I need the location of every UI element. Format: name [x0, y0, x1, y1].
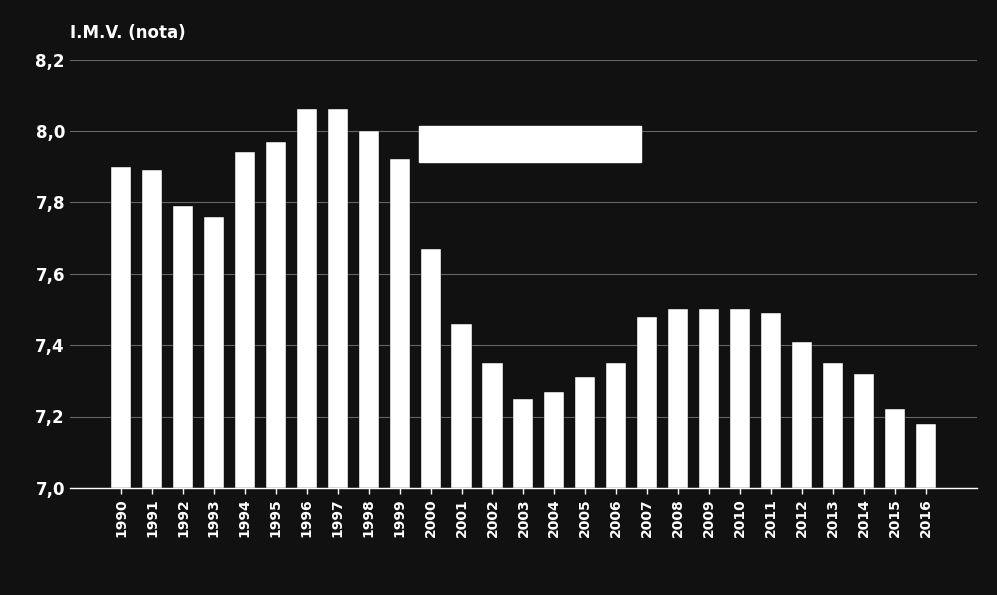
Bar — [544, 392, 564, 488]
Bar — [266, 142, 286, 488]
Bar — [730, 309, 750, 488]
Bar — [172, 206, 193, 488]
Bar — [328, 109, 348, 488]
Bar — [235, 152, 255, 488]
Bar — [142, 170, 163, 488]
Bar — [853, 374, 874, 488]
Bar — [884, 409, 905, 488]
Bar — [699, 309, 719, 488]
Bar — [452, 324, 472, 488]
Bar — [792, 342, 812, 488]
Bar — [483, 363, 502, 488]
Bar — [111, 167, 132, 488]
Bar — [203, 217, 224, 488]
Bar — [823, 363, 843, 488]
Bar — [668, 309, 688, 488]
Bar — [915, 424, 936, 488]
Bar — [637, 317, 657, 488]
Bar — [297, 109, 317, 488]
Bar — [761, 313, 781, 488]
Bar — [575, 377, 595, 488]
Text: I.M.V. (nota): I.M.V. (nota) — [70, 24, 185, 42]
Bar — [606, 363, 626, 488]
Bar — [390, 159, 410, 488]
Bar — [421, 249, 441, 488]
FancyBboxPatch shape — [419, 126, 641, 162]
Bar — [513, 399, 533, 488]
Bar — [359, 131, 379, 488]
